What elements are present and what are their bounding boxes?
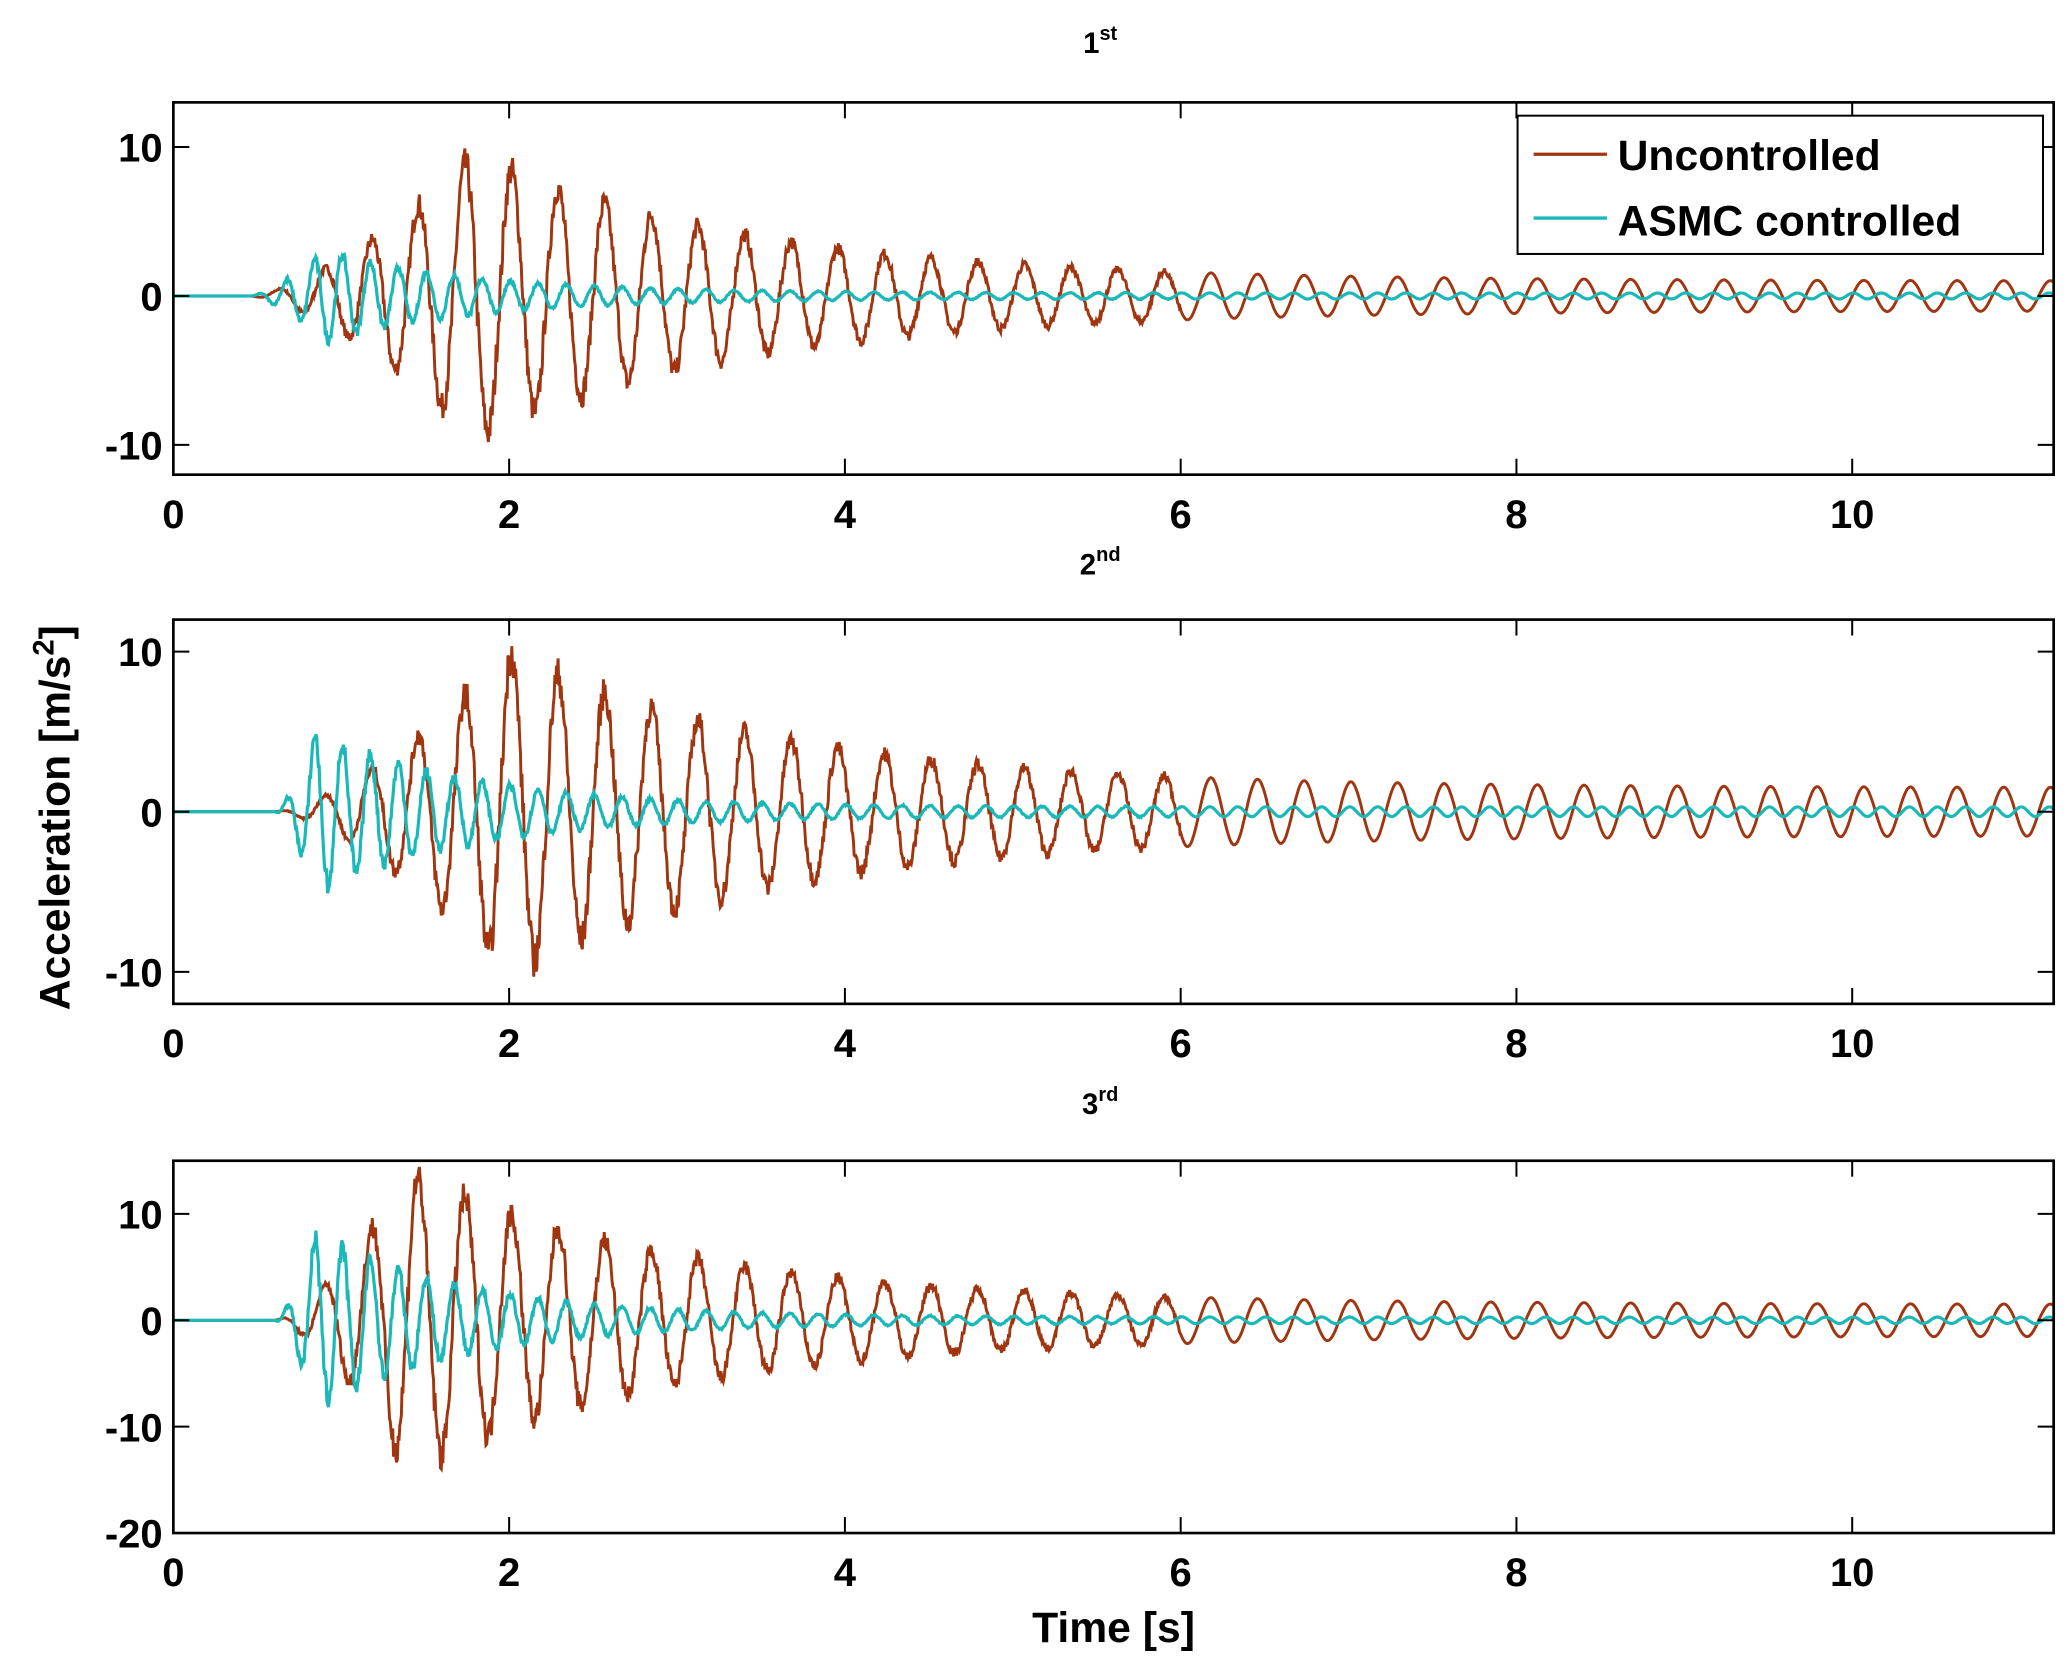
y-tick-label: 10: [118, 127, 163, 171]
y-tick-label: 10: [118, 1194, 163, 1238]
x-tick-label: 2: [498, 1551, 520, 1595]
panel-title: 2nd: [1080, 544, 1121, 581]
x-tick-label: 8: [1505, 1551, 1527, 1595]
y-tick-label: -20: [105, 1513, 163, 1557]
series-line-asmc-controlled: [173, 733, 2054, 894]
x-tick-label: 6: [1170, 1551, 1192, 1595]
x-tick-label: 0: [162, 493, 184, 537]
y-tick-label: -10: [105, 1406, 163, 1450]
series-line-asmc-controlled: [173, 1230, 2054, 1408]
y-axis-label: Acceleration [m/s2]: [27, 625, 79, 1010]
series-line-uncontrolled: [173, 148, 2054, 443]
y-tick-label: 10: [118, 631, 163, 675]
x-tick-label: 6: [1170, 1022, 1192, 1066]
plot-frame: [172, 101, 2055, 476]
panel-title: 1st: [1083, 23, 1117, 60]
x-tick-label: 4: [834, 1551, 856, 1595]
x-tick-label: 2: [498, 1022, 520, 1066]
legend: Uncontrolled ASMC controlled: [1516, 114, 2044, 255]
x-tick-label: 6: [1170, 493, 1192, 537]
x-tick-label: 4: [834, 1022, 856, 1066]
y-tick-label: 0: [140, 1300, 162, 1344]
y-tick-label: -10: [105, 425, 163, 469]
y-tick-label: -10: [105, 952, 163, 996]
y-tick-label: 0: [140, 276, 162, 320]
x-axis-label: Time [s]: [1032, 1604, 1195, 1652]
panel-title: 3rd: [1082, 1084, 1118, 1121]
legend-label-asmc: ASMC controlled: [1618, 197, 1962, 245]
x-tick-label: 0: [162, 1551, 184, 1595]
x-tick-label: 2: [498, 493, 520, 537]
x-tick-label: 4: [834, 493, 856, 537]
panel-3: 0 2 4 6 8 10 -20 -10 0 10 3rd: [105, 1084, 2055, 1595]
x-tick-label: 0: [162, 1022, 184, 1066]
series-line-asmc-controlled: [173, 251, 2054, 348]
panel-2: 0 2 4 6 8 10 -10 0 10 2nd: [105, 544, 2055, 1066]
plot-frame: [172, 618, 2055, 1006]
y-tick-label: 0: [140, 791, 162, 835]
series-line-uncontrolled: [173, 646, 2054, 977]
x-tick-label: 10: [1830, 1022, 1875, 1066]
x-tick-label: 8: [1505, 1022, 1527, 1066]
x-tick-label: 8: [1505, 493, 1527, 537]
plot-frame: [172, 1159, 2055, 1535]
panel-1: 0 2 4 6 8 10 -10 0 10 1st: [105, 23, 2055, 537]
legend-box: [1516, 114, 2044, 255]
x-tick-label: 10: [1830, 493, 1875, 537]
series-line-uncontrolled: [173, 1166, 2054, 1473]
legend-label-uncontrolled: Uncontrolled: [1618, 132, 1881, 180]
x-tick-label: 10: [1830, 1551, 1875, 1595]
